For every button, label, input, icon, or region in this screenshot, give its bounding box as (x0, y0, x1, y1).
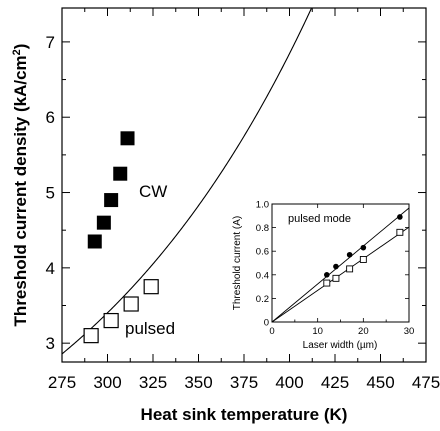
data-point-cw (104, 193, 119, 208)
inset-data-point-filled (397, 214, 403, 220)
data-point-pulsed (103, 312, 119, 329)
inset-data-point-open (346, 265, 354, 273)
inset-chart: pulsed mode Laser width (µm) Threshold c… (232, 200, 414, 352)
x-axis-title: Heat sink temperature (K) (141, 405, 348, 424)
y-tick-label: 3 (46, 334, 55, 353)
inset-data-point-filled (324, 272, 330, 278)
x-tick-label: 375 (230, 373, 258, 392)
data-point-pulsed (123, 296, 139, 312)
data-point-cw (113, 166, 128, 181)
inset-y-axis-title: Threshold current (A) (232, 216, 243, 310)
inset-y-tick-label: 0 (264, 318, 269, 329)
y-axis-title: Threshold current density (kA/cm2) (11, 44, 30, 327)
y-tick-label: 6 (46, 108, 55, 127)
x-tick-label: 400 (275, 373, 303, 392)
inset-fit-line (271, 226, 410, 323)
inset-x-tick-label: 10 (312, 326, 323, 337)
inset-data-point-filled (360, 244, 367, 251)
inset-y-tick-label: 0.6 (256, 247, 269, 258)
x-tick-label: 300 (93, 373, 121, 392)
inset-data-point-filled (333, 263, 339, 270)
inset-y-tick-label: 0.8 (256, 223, 269, 234)
data-point-cw (87, 234, 102, 249)
data-point-cw (120, 131, 135, 146)
inset-x-tick-label: 30 (404, 326, 415, 337)
x-tick-label: 475 (412, 373, 440, 392)
inset-annotation: pulsed mode (288, 213, 351, 225)
x-tick-label: 325 (139, 373, 167, 392)
inset-plot-frame (271, 203, 410, 323)
data-point-pulsed (83, 328, 99, 344)
y-axis-title-main: Threshold current density (kA/cm (11, 55, 30, 326)
y-tick-label: 5 (46, 184, 55, 203)
data-point-pulsed (143, 279, 159, 295)
y-axis-title-tail: ) (11, 44, 30, 50)
x-tick-label: 425 (321, 373, 349, 392)
x-tick-label: 350 (184, 373, 212, 392)
inset-x-axis-title: Laser width (µm) (303, 340, 378, 351)
inset-data-point-filled (346, 251, 353, 258)
x-tick-label: 275 (48, 373, 76, 392)
y-tick-label: 4 (46, 259, 55, 278)
inset-y-tick-label: 0.4 (256, 270, 269, 281)
y-axis-title-superscript: 2 (11, 49, 23, 55)
inset-data-points (323, 214, 404, 287)
y-tick-label: 7 (46, 33, 55, 52)
data-point-cw (96, 215, 111, 230)
inset-y-tick-label: 0.2 (256, 294, 269, 305)
inset-data-point-open (359, 256, 367, 263)
series-label-pulsed: pulsed (125, 319, 175, 338)
inset-axis-ticks: 0 10 20 30 0 0.2 0.4 0.6 0.8 1.0 (256, 200, 415, 338)
inset-data-point-open (332, 274, 340, 282)
inset-x-tick-label: 20 (358, 326, 369, 337)
main-data-points (83, 131, 159, 344)
inset-fit-line (271, 207, 410, 323)
inset-data-point-open (396, 228, 404, 236)
inset-y-tick-label: 1.0 (256, 200, 269, 211)
inset-fit-lines (271, 207, 410, 323)
inset-data-point-open (323, 279, 331, 287)
x-tick-label: 450 (366, 373, 394, 392)
series-label-cw: CW (139, 182, 167, 201)
inset-x-tick-label: 0 (269, 326, 274, 337)
